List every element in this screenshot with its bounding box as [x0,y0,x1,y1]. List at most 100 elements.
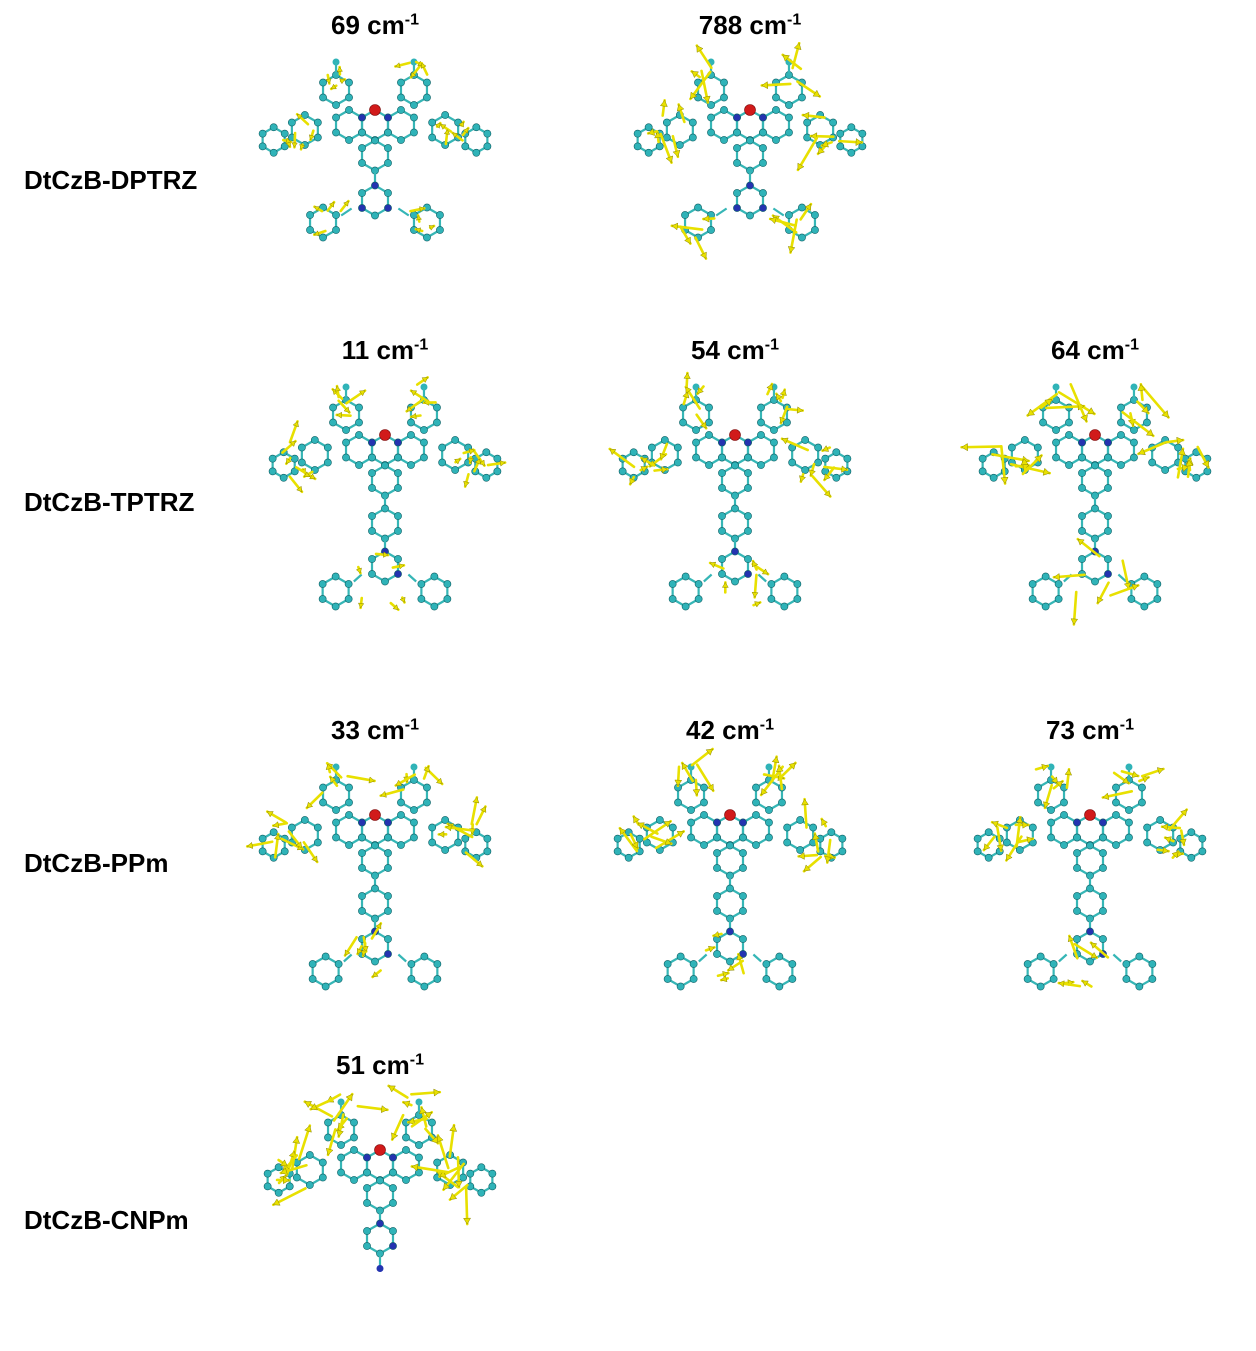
atom [423,783,431,792]
atom [394,469,402,477]
bond [343,953,353,963]
arrow-head [1131,583,1139,591]
atom [681,572,690,581]
molecule-vibration-diagram [633,42,867,260]
atom [655,142,664,151]
arrow-head [1058,980,1065,988]
atom [280,129,289,138]
atom [430,572,439,581]
atom [363,1168,371,1177]
atom [376,1176,384,1185]
atom [358,204,366,212]
atom [1104,469,1112,477]
atom [417,580,426,588]
bond [1112,953,1122,963]
arrow-head [380,790,387,798]
atom [345,798,353,807]
atom [389,1168,397,1177]
boron-atom [379,429,391,441]
atom [318,580,327,588]
atom [344,595,353,603]
atom [290,454,299,463]
arrow-head [433,1088,441,1097]
atom [618,467,627,476]
arrow-head [781,437,789,445]
arrow-head [841,465,848,473]
arrow-head [1042,801,1051,809]
arrow-head [736,953,744,961]
atom [1073,833,1081,842]
atom [394,453,402,462]
atom [371,841,379,850]
atom [633,142,642,151]
atom [358,128,366,137]
atom [744,438,752,447]
atom [329,418,337,427]
atom [1104,512,1112,520]
atom [765,833,773,842]
atom [384,189,392,197]
atom [1028,580,1037,588]
atom [1065,418,1073,427]
arrow-head [619,827,627,836]
atom [713,818,721,827]
atom [483,847,492,856]
atom [778,798,786,807]
atom [624,853,633,862]
atom [613,834,622,843]
atom [744,484,752,492]
atom [1138,798,1146,807]
atom [1078,469,1086,477]
atom [1130,426,1138,434]
atom [371,181,379,190]
atom [483,142,492,151]
atom [1099,833,1107,842]
frequency-label: 69 cm-1 [331,10,419,40]
atom [313,838,322,847]
atom [772,106,780,114]
atom [331,602,340,611]
atom [258,142,267,151]
atom [371,957,379,966]
atom [368,512,376,520]
atom [389,1227,397,1235]
atom [355,431,363,439]
arrow-head [443,129,451,135]
arrow-head [479,806,487,813]
arrow-head [1077,538,1085,546]
atom [313,823,322,832]
arrow-head [727,964,735,971]
molecule-vibration-diagram [608,371,852,611]
arrow-head [420,62,427,69]
arrow-head [1090,942,1098,949]
atom [1041,602,1050,611]
mode-panel-tptrz-2: 54 cm-1 [590,335,880,675]
atom [1112,783,1120,792]
atom [785,113,793,122]
arrow-head [330,83,337,90]
arrow-head [467,457,475,464]
arrow-head [246,841,254,849]
atom [355,403,363,412]
atom [1135,982,1144,991]
arrow-head [291,142,298,148]
atom [731,461,739,470]
atom [1036,952,1045,961]
arrow-head [280,1159,288,1167]
atom [1034,798,1042,807]
arrow-head [1055,780,1063,788]
atom [268,467,277,476]
atom [423,233,431,242]
atom [1078,438,1086,447]
arrow-head [423,765,431,773]
atom [313,133,322,142]
mode-panel-cnpm-1: 51 cm-1 [230,1050,530,1345]
atom [832,473,841,482]
atom [718,484,726,492]
arrow-head [280,1167,288,1175]
atom [713,864,721,872]
atom [679,418,687,427]
atom [707,113,715,122]
arrow-head [631,841,639,849]
atom [397,78,405,87]
